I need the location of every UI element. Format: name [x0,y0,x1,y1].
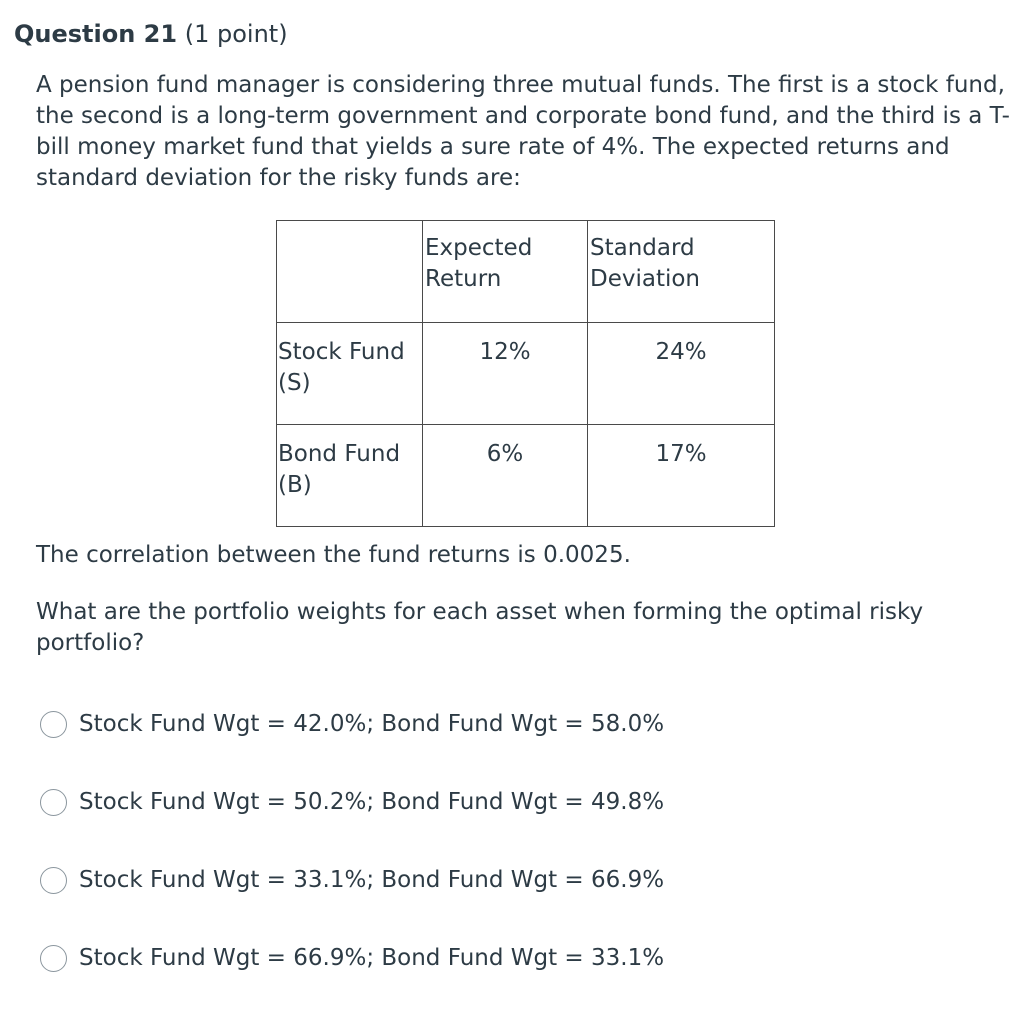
table-header-expected-return: Expected Return [422,220,588,323]
answer-option-label: Stock Fund Wgt = 42.0%; Bond Fund Wgt = … [79,710,665,737]
answer-option-2[interactable]: Stock Fund Wgt = 50.2%; Bond Fund Wgt = … [40,785,664,819]
fund-name: Bond Fund (B) [276,424,423,527]
question-header: Question 21 (1 point) [14,18,288,50]
std-dev-value: 24% [587,322,775,425]
table-header-empty [276,220,423,323]
fund-name: Stock Fund (S) [276,322,423,425]
table-header-standard-deviation: Standard Deviation [587,220,775,323]
answer-option-label: Stock Fund Wgt = 33.1%; Bond Fund Wgt = … [79,866,665,893]
radio-button[interactable] [40,944,67,972]
radio-button[interactable] [40,710,67,738]
correlation-text: The correlation between the fund returns… [36,542,631,568]
table-row: Stock Fund (S) 12% 24% [276,322,775,425]
answer-option-1[interactable]: Stock Fund Wgt = 42.0%; Bond Fund Wgt = … [40,707,664,741]
radio-button[interactable] [40,788,67,816]
answer-option-3[interactable]: Stock Fund Wgt = 33.1%; Bond Fund Wgt = … [40,863,664,897]
question-title: Question 21 [14,20,178,48]
table-header-row: Expected Return Standard Deviation [276,220,775,323]
answer-option-label: Stock Fund Wgt = 50.2%; Bond Fund Wgt = … [79,788,665,815]
question-prompt: What are the portfolio weights for each … [36,599,924,656]
answer-option-label: Stock Fund Wgt = 66.9%; Bond Fund Wgt = … [79,944,665,971]
question-points: (1 point) [184,20,288,48]
table-row: Bond Fund (B) 6% 17% [276,424,775,527]
fund-data-table: Expected Return Standard Deviation Stock… [276,220,775,527]
expected-return-value: 6% [422,424,588,527]
expected-return-value: 12% [422,322,588,425]
std-dev-value: 17% [587,424,775,527]
question-text: A pension fund manager is considering th… [36,72,1010,191]
radio-button[interactable] [40,866,67,894]
answer-option-4[interactable]: Stock Fund Wgt = 66.9%; Bond Fund Wgt = … [40,941,664,975]
